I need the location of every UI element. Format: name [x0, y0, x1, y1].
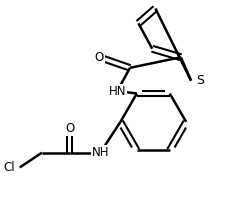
Text: O: O: [65, 122, 74, 135]
Text: O: O: [94, 51, 103, 64]
Text: Cl: Cl: [4, 161, 15, 174]
Text: S: S: [196, 74, 203, 87]
Text: NH: NH: [91, 146, 108, 159]
Text: HN: HN: [108, 85, 125, 98]
